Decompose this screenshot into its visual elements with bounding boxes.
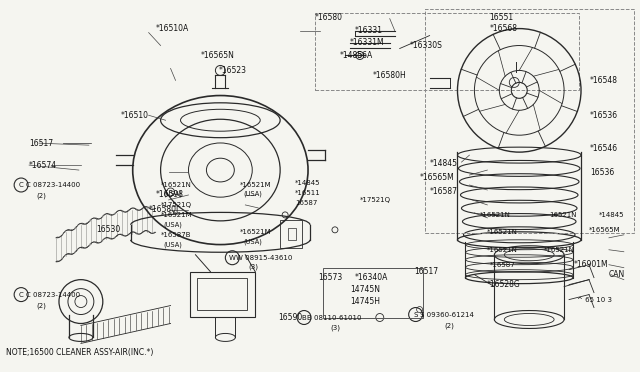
Text: 16517: 16517 [415,267,439,276]
Text: 16590: 16590 [278,313,303,322]
Text: 16521N: 16521N [549,212,577,218]
Text: *16331: *16331 [355,26,383,35]
Text: *16330S: *16330S [410,41,442,50]
Bar [424,9,634,233]
Text: (USA): (USA) [243,238,262,245]
Text: *16510A: *16510A [156,24,189,33]
Text: (2): (2) [36,193,46,199]
Text: *14856A: *14856A [340,51,373,60]
Text: *16528G: *16528G [486,280,520,289]
Text: S 09360-61214: S 09360-61214 [420,311,474,318]
Text: 16587: 16587 [295,200,317,206]
Text: CAN: CAN [609,270,625,279]
Text: 16517: 16517 [29,139,53,148]
Text: *16565N: *16565N [200,51,234,60]
Text: 16530: 16530 [96,225,120,234]
Text: *16340A: *16340A [355,273,388,282]
Text: *16521N: *16521N [479,212,510,218]
Text: *16580H: *16580H [373,71,406,80]
Text: ^ 65 10 3: ^ 65 10 3 [577,296,612,302]
Text: 16573: 16573 [318,273,342,282]
Text: *16587: *16587 [429,187,458,196]
Text: *16523: *16523 [218,66,246,75]
Text: 16536: 16536 [590,167,614,177]
Text: *16521M: *16521M [240,229,272,235]
Text: (USA): (USA) [164,241,182,248]
Text: *16521M: *16521M [161,212,192,218]
Text: (USA): (USA) [164,222,182,228]
Text: *16901M: *16901M [574,260,609,269]
Bar [288,228,296,240]
Text: (USA): (USA) [164,191,182,197]
Text: C 08723-14400: C 08723-14400 [26,292,80,298]
Bar [315,13,579,90]
Bar [191,272,255,317]
Text: *16536: *16536 [590,111,618,120]
Text: *16521N: *16521N [486,247,517,253]
Text: *16521N: *16521N [544,247,575,253]
Text: *16565M: *16565M [420,173,454,182]
Text: *16331M: *16331M [350,38,385,47]
Text: S: S [413,311,418,318]
Text: *14845: *14845 [599,212,625,218]
Text: C: C [19,182,24,188]
Text: (2): (2) [36,302,46,309]
Text: *16521N: *16521N [486,229,517,235]
Text: 14745H: 14745H [350,297,380,306]
Text: *16511: *16511 [295,190,321,196]
Text: *14845: *14845 [429,158,458,167]
Text: C 08723-14400: C 08723-14400 [26,182,80,188]
Text: *16587B: *16587B [161,232,191,238]
Text: *16587: *16587 [490,262,515,268]
Text: *14845: *14845 [295,180,321,186]
Bar [323,268,422,318]
Text: C: C [19,292,24,298]
Text: W: W [229,255,236,261]
Text: NOTE;16500 CLEANER ASSY-AIR(INC.*): NOTE;16500 CLEANER ASSY-AIR(INC.*) [6,348,154,357]
Text: *16598: *16598 [156,190,184,199]
Text: (USA): (USA) [243,191,262,197]
Text: (3): (3) [248,263,259,270]
Bar [280,220,302,248]
Text: *16521N: *16521N [161,182,191,188]
Text: *17521Q: *17521Q [161,202,191,208]
Text: *17521Q: *17521Q [360,197,391,203]
Text: *16574: *16574 [29,161,57,170]
Text: *16546: *16546 [590,144,618,153]
Text: *16510: *16510 [121,111,148,120]
Text: 16551: 16551 [490,13,513,22]
Text: B: B [301,314,307,321]
Text: *16568: *16568 [490,24,517,33]
Bar [198,278,247,310]
Text: B 08110-61010: B 08110-61010 [307,314,362,321]
Text: *16521M: *16521M [240,182,272,188]
Text: *16565M: *16565M [589,227,621,233]
Text: W 08915-43610: W 08915-43610 [236,255,292,261]
Text: (3): (3) [330,324,340,331]
Text: *16548: *16548 [590,76,618,85]
Text: *16580J: *16580J [148,205,179,214]
Text: 14745N: 14745N [350,285,380,294]
Text: *16580: *16580 [315,13,343,22]
Text: (2): (2) [445,322,454,329]
